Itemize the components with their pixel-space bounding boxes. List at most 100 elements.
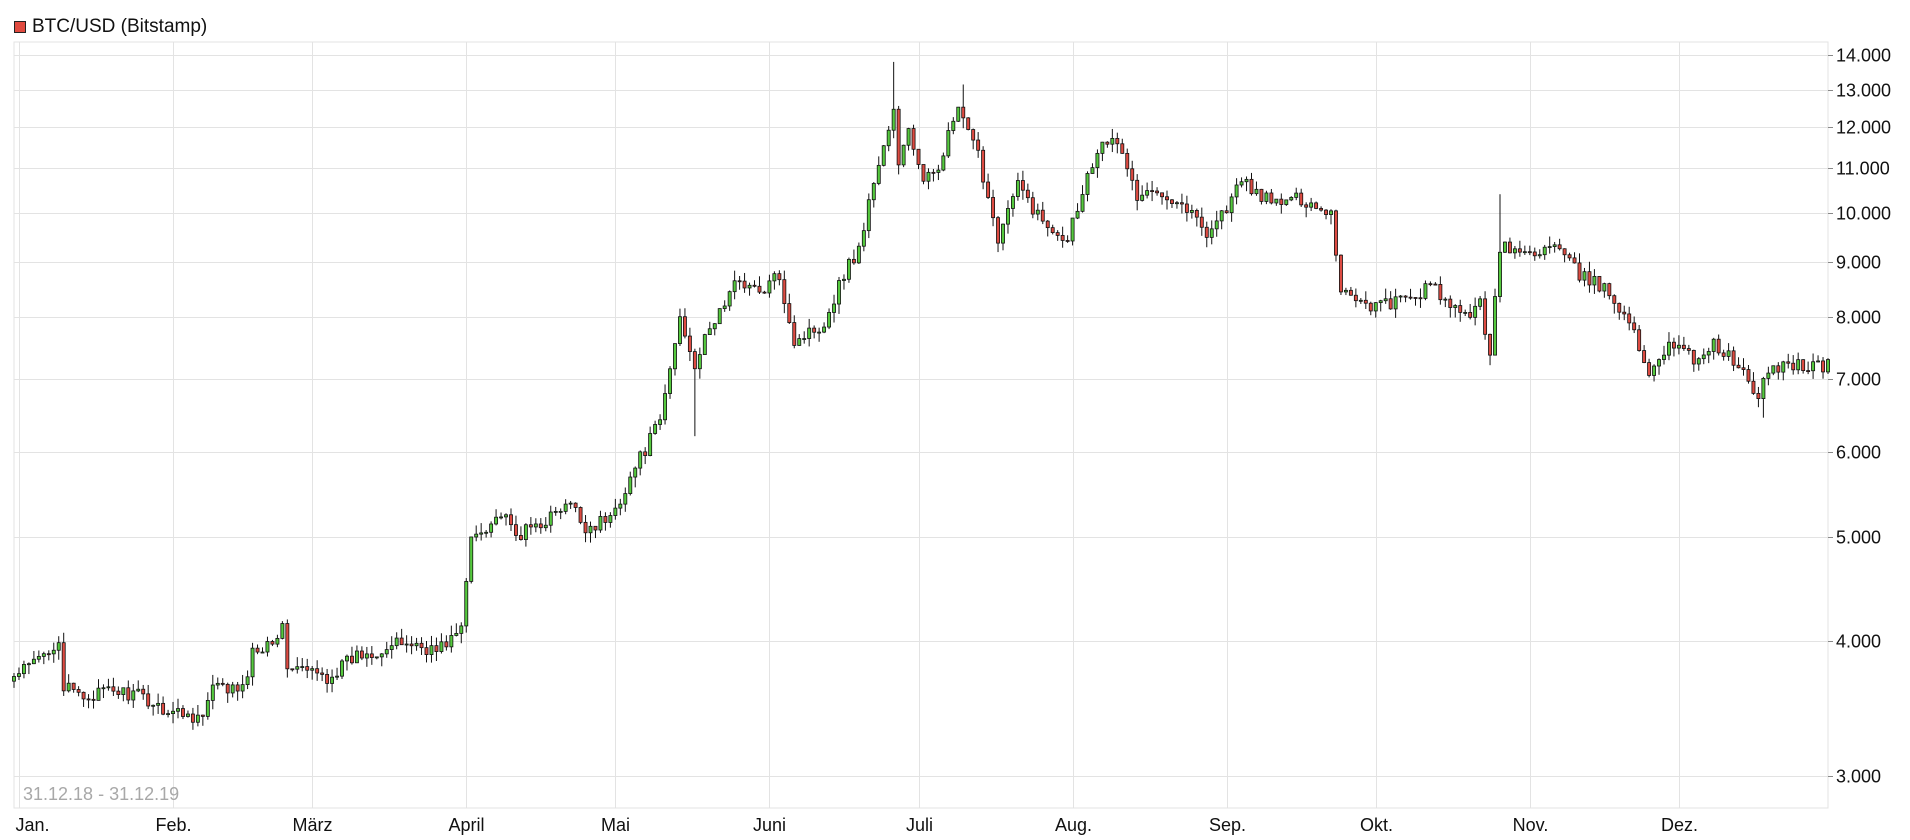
- candle: [573, 502, 578, 513]
- candle: [832, 294, 836, 323]
- candle: [1100, 141, 1105, 162]
- candle: [1632, 316, 1637, 334]
- candle: [1706, 347, 1711, 364]
- candle: [369, 646, 374, 665]
- candle-body: [682, 316, 687, 337]
- candle: [777, 270, 782, 286]
- candle-body: [598, 516, 603, 531]
- candle: [747, 282, 752, 296]
- candle-body: [1403, 295, 1408, 298]
- candle: [1652, 364, 1656, 382]
- candle: [1006, 200, 1010, 234]
- candle-body: [1676, 344, 1681, 349]
- candle-body: [46, 653, 51, 656]
- candle: [1696, 357, 1701, 371]
- candle: [687, 327, 692, 362]
- candle-body: [1587, 271, 1592, 286]
- candle-body: [787, 303, 792, 323]
- candle: [807, 318, 812, 347]
- candle-body: [856, 245, 861, 264]
- candle-body: [1289, 196, 1294, 201]
- candle: [1716, 334, 1721, 356]
- candle-body: [260, 651, 265, 654]
- candle-body: [643, 451, 648, 456]
- candle-body: [394, 637, 399, 647]
- x-tick-label: März: [293, 815, 333, 835]
- candle-body: [51, 649, 56, 655]
- candle-body: [1567, 254, 1572, 259]
- candle: [494, 509, 499, 526]
- candle: [230, 681, 235, 698]
- candle-body: [623, 493, 628, 505]
- candle-body: [568, 502, 573, 505]
- candle: [767, 274, 772, 298]
- candle: [856, 242, 861, 265]
- candle: [1319, 206, 1324, 212]
- candle-body: [956, 106, 961, 122]
- candle-body: [653, 424, 658, 434]
- candle-body: [742, 280, 747, 289]
- candle-body: [374, 656, 379, 659]
- candle: [931, 168, 936, 182]
- candle-body: [1110, 138, 1115, 145]
- candle-body: [106, 686, 111, 689]
- candle: [1080, 185, 1085, 213]
- x-tick-label: Nov.: [1513, 815, 1549, 835]
- candle-body: [1229, 196, 1234, 214]
- candle: [1503, 241, 1507, 253]
- candle: [732, 270, 737, 300]
- candle: [697, 347, 702, 379]
- candle-body: [837, 280, 841, 305]
- candle: [1085, 171, 1090, 202]
- candle: [1189, 204, 1194, 219]
- candle: [911, 124, 916, 156]
- candle: [86, 694, 91, 709]
- candle-body: [325, 673, 330, 684]
- candle-body: [832, 303, 836, 313]
- candle: [235, 681, 240, 701]
- candle: [121, 687, 126, 702]
- grid-layer: [13, 41, 1829, 809]
- candle: [1001, 223, 1005, 251]
- candle: [996, 216, 1000, 253]
- candle-body: [1060, 235, 1065, 241]
- candle: [1617, 302, 1622, 320]
- candle-body: [1547, 246, 1552, 248]
- candle: [702, 333, 707, 355]
- candle-body: [1557, 244, 1562, 250]
- candle-body: [1020, 180, 1025, 191]
- candle-body: [1234, 184, 1239, 198]
- candle-body: [484, 531, 489, 534]
- candle: [1264, 190, 1269, 205]
- candle: [1194, 208, 1199, 227]
- candle-body: [1095, 152, 1100, 169]
- candle: [76, 686, 81, 697]
- candle-body: [712, 323, 717, 330]
- candle-body: [747, 284, 752, 289]
- candle-body: [1199, 216, 1204, 228]
- candle: [1130, 160, 1135, 191]
- candle: [1115, 132, 1120, 154]
- candle: [101, 684, 106, 699]
- candle: [553, 506, 558, 516]
- candle-body: [31, 658, 36, 665]
- candle-body: [951, 120, 956, 131]
- candle: [628, 471, 633, 496]
- x-tick-label: Dez.: [1661, 815, 1698, 835]
- candle-body: [553, 510, 558, 513]
- candle-body: [648, 433, 653, 456]
- candle-body: [941, 155, 946, 171]
- candle: [1209, 220, 1214, 245]
- candle: [1229, 193, 1234, 222]
- candle: [568, 500, 573, 509]
- candle: [340, 659, 344, 679]
- candle: [1294, 187, 1299, 201]
- candle-body: [1826, 359, 1830, 373]
- candle-body: [1552, 244, 1557, 247]
- candle-body: [1279, 198, 1284, 205]
- candle: [1473, 297, 1478, 326]
- candle: [1657, 358, 1661, 375]
- candle: [682, 308, 687, 339]
- candle-body: [618, 503, 623, 509]
- candle: [419, 637, 424, 655]
